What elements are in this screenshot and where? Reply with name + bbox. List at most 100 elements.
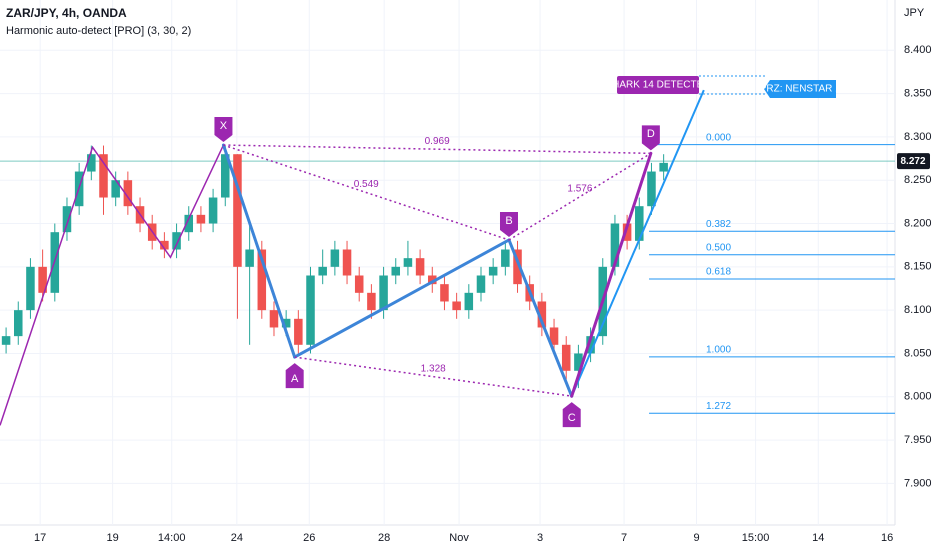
detected-box xyxy=(617,76,699,94)
candle-body xyxy=(354,275,364,293)
y-tick-label: 8.350 xyxy=(904,87,932,99)
detected-label: SHARK 14 DETECTED xyxy=(605,80,710,91)
candle-body xyxy=(281,318,291,328)
candle-body xyxy=(501,249,510,267)
candle-body xyxy=(476,275,486,293)
chart-subtitle: Harmonic auto-detect [PRO] (3, 30, 2) xyxy=(6,25,191,37)
candle-body xyxy=(306,275,315,345)
candle-body xyxy=(318,266,327,276)
unit-label: JPY xyxy=(904,7,925,19)
x-tick-label: 19 xyxy=(107,532,119,544)
candle-body xyxy=(488,266,498,276)
projection-line xyxy=(570,89,705,397)
y-tick-label: 8.300 xyxy=(904,131,932,143)
candle-body xyxy=(99,154,108,198)
candle-body xyxy=(245,249,254,267)
candle-body xyxy=(452,301,461,311)
fib-label: 0.500 xyxy=(706,242,731,253)
candle-body xyxy=(233,154,242,267)
ratio-line xyxy=(223,144,651,155)
y-tick-label: 7.900 xyxy=(904,477,932,489)
x-tick-label: 15:00 xyxy=(742,532,770,544)
point-tag xyxy=(285,363,304,389)
candle-body xyxy=(257,249,267,311)
y-tick-label: 8.200 xyxy=(904,217,932,229)
candle-body xyxy=(379,275,388,311)
candle-body xyxy=(391,266,401,276)
y-tick-label: 8.150 xyxy=(904,261,932,273)
candle-body xyxy=(464,292,474,311)
candle-body xyxy=(610,223,620,267)
candle-body xyxy=(561,344,571,371)
ratio-label: 1.576 xyxy=(567,183,592,194)
ratio-label: 0.969 xyxy=(425,136,450,147)
candle-body xyxy=(647,171,656,207)
overlay: 0.000 0.382 0.500 0.618 1.000 1.272 0.969 0.549… xyxy=(0,75,930,428)
point-tag xyxy=(214,117,233,143)
point-label: C xyxy=(568,412,576,424)
point-label: A xyxy=(291,373,299,385)
candle-body xyxy=(172,232,181,250)
x-tick-label: 7 xyxy=(621,532,627,544)
fib-label: 1.272 xyxy=(706,401,731,412)
candle-body xyxy=(123,180,133,207)
fib-label: 0.000 xyxy=(706,132,731,143)
ratio-line xyxy=(294,356,572,397)
x-tick-label: 16 xyxy=(881,532,893,544)
pattern-leg xyxy=(221,143,297,359)
zigzag-line xyxy=(0,144,225,426)
candle-body xyxy=(635,206,644,241)
candle-body xyxy=(221,154,230,198)
candle-body xyxy=(196,214,206,224)
candle-body xyxy=(184,214,194,233)
fib-label: 0.618 xyxy=(706,267,731,278)
candle-body xyxy=(330,249,340,267)
y-tick-label: 8.400 xyxy=(904,44,932,56)
chart-title: ZAR/JPY, 4h, OANDA xyxy=(6,6,127,20)
y-tick-label: 8.100 xyxy=(904,304,932,316)
pattern-leg xyxy=(293,238,511,359)
point-label: D xyxy=(647,128,655,140)
candle-body xyxy=(160,240,169,250)
x-tick-label: 26 xyxy=(303,532,315,544)
candle-body xyxy=(87,154,96,172)
candle-body xyxy=(403,258,413,267)
candle-body xyxy=(26,266,35,311)
candle-body xyxy=(14,310,23,337)
x-tick-label: 14:00 xyxy=(158,532,186,544)
last-price-box xyxy=(897,153,930,170)
candle-body xyxy=(513,249,522,285)
x-tick-label: Nov xyxy=(449,532,469,544)
x-tick-label: 28 xyxy=(378,532,390,544)
candle-body xyxy=(537,301,547,328)
fib-label: 1.000 xyxy=(706,345,731,356)
prz-label: PRZ: NENSTAR 14 xyxy=(760,84,847,95)
y-tick-label: 8.250 xyxy=(904,174,932,186)
x-tick-label: 9 xyxy=(693,532,699,544)
x-tick-label: 14 xyxy=(812,532,824,544)
y-tick-label: 8.050 xyxy=(904,347,932,359)
candle-body xyxy=(111,180,120,198)
ratio-label: 1.328 xyxy=(421,363,446,374)
candle-body xyxy=(440,284,449,302)
candle-body xyxy=(294,318,303,345)
x-tick-label: 17 xyxy=(34,532,46,544)
candle-body xyxy=(659,162,668,172)
ratio-label: 0.549 xyxy=(354,179,379,190)
candle-body xyxy=(586,336,595,354)
last-price-label: 8.272 xyxy=(900,156,925,167)
candle-body xyxy=(269,310,279,328)
candle-body xyxy=(38,266,47,293)
candle-body xyxy=(574,353,583,371)
ratio-line xyxy=(223,144,510,241)
point-label: B xyxy=(505,215,512,227)
candle-body xyxy=(1,336,11,345)
candle-body xyxy=(208,197,218,224)
candle-body xyxy=(62,206,72,233)
prz-box xyxy=(764,80,836,98)
fib-label: 0.382 xyxy=(706,219,731,230)
candle-body xyxy=(622,223,632,241)
candle-body xyxy=(342,249,352,276)
